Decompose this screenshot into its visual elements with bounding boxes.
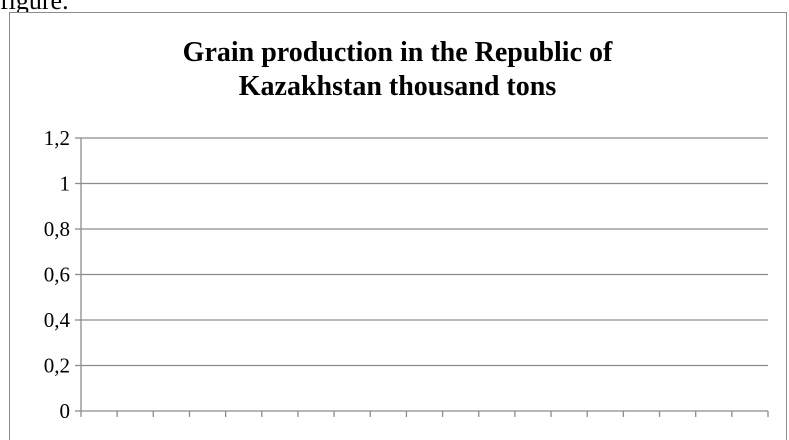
lead-text: figure. — [0, 0, 69, 15]
y-tick-label: 0 — [60, 399, 71, 423]
chart-frame — [9, 12, 787, 440]
chart-title-line-2: Kazakhstan thousand tons — [238, 71, 557, 102]
y-tick-labels: 0 0,2 0,4 0,6 0,8 1 1,2 — [44, 126, 71, 423]
axes — [75, 137, 768, 412]
y-tick-label: 0,8 — [44, 217, 70, 241]
y-tick-label: 1 — [60, 172, 71, 196]
y-tick-label: 0,6 — [44, 263, 70, 287]
y-tick-label: 0,2 — [44, 354, 70, 378]
chart-title-line-1: Grain production in the Republic of — [182, 37, 613, 68]
y-tick-label: 0,4 — [44, 308, 71, 332]
x-ticks — [80, 411, 769, 417]
y-tick-label: 1,2 — [44, 126, 70, 150]
chart-title: Grain production in the Republic of Kaza… — [0, 36, 789, 104]
gridlines — [81, 137, 768, 367]
